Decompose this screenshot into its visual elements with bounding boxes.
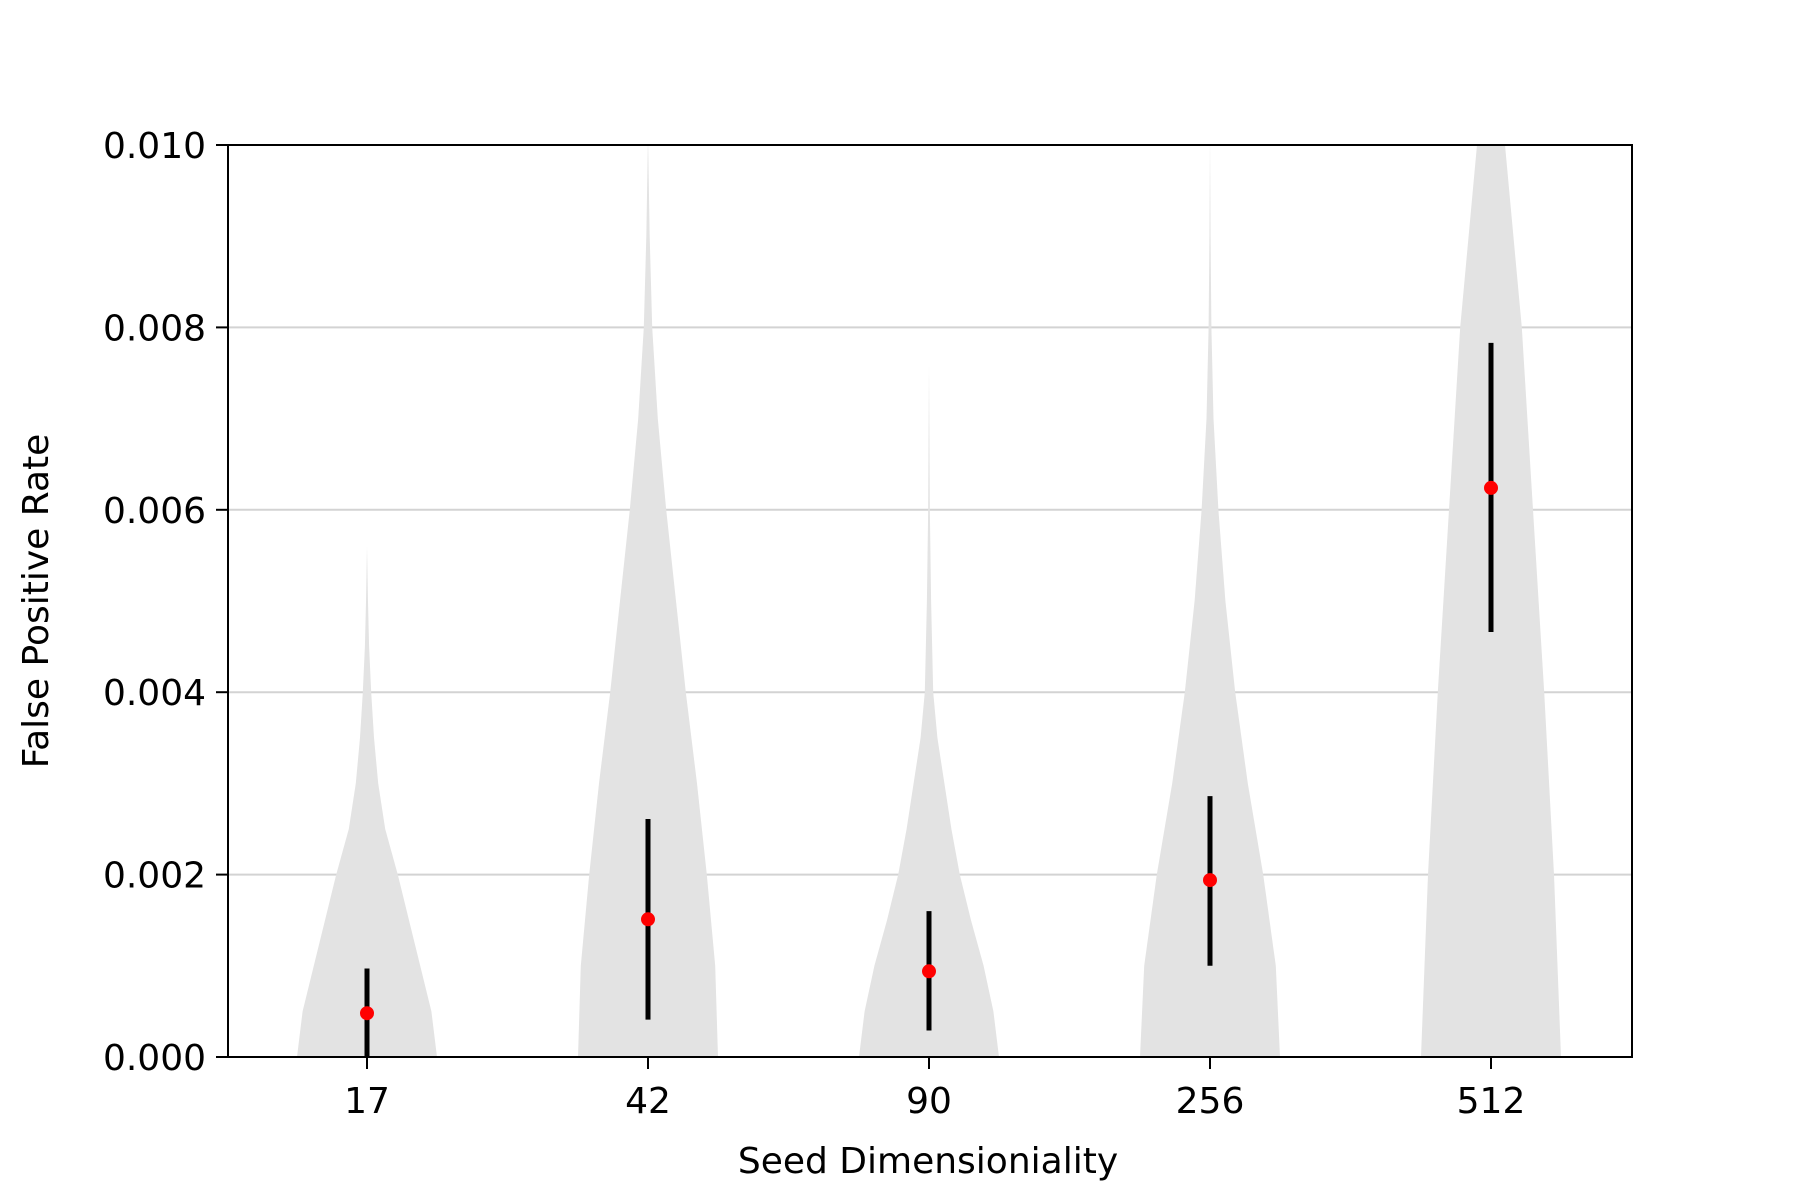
violin-layer [297, 145, 1561, 1057]
y-tick-label: 0.000 [103, 1038, 206, 1079]
x-tick-label: 42 [625, 1081, 671, 1122]
y-axis-label: False Positive Rate [16, 434, 57, 769]
x-tick-label: 512 [1457, 1081, 1526, 1122]
y-tick-label: 0.008 [103, 308, 206, 349]
y-axis: 0.000 0.002 0.004 0.006 0.008 0.010 [103, 126, 228, 1079]
violin-17 [297, 546, 437, 1057]
x-tick-label: 90 [906, 1081, 952, 1122]
violin-90 [859, 363, 999, 1057]
mean-marker-256 [1203, 873, 1217, 888]
mean-marker-90 [922, 964, 936, 979]
mean-marker-17 [360, 1006, 374, 1021]
mean-marker-512 [1484, 480, 1498, 495]
x-axis-label: Seed Dimensioniality [738, 1141, 1118, 1182]
x-tick-label: 256 [1176, 1081, 1245, 1122]
mean-marker-42 [641, 912, 655, 927]
violin-256 [1140, 145, 1280, 1057]
x-axis: 17 42 90 256 512 [344, 1057, 1525, 1122]
y-tick-label: 0.002 [103, 856, 206, 897]
violin-42 [578, 145, 718, 1057]
y-tick-label: 0.004 [103, 673, 206, 714]
x-tick-label: 17 [344, 1081, 390, 1122]
mean-marker-layer [360, 480, 1498, 1021]
y-tick-label: 0.010 [103, 126, 206, 167]
y-tick-label: 0.006 [103, 491, 206, 532]
